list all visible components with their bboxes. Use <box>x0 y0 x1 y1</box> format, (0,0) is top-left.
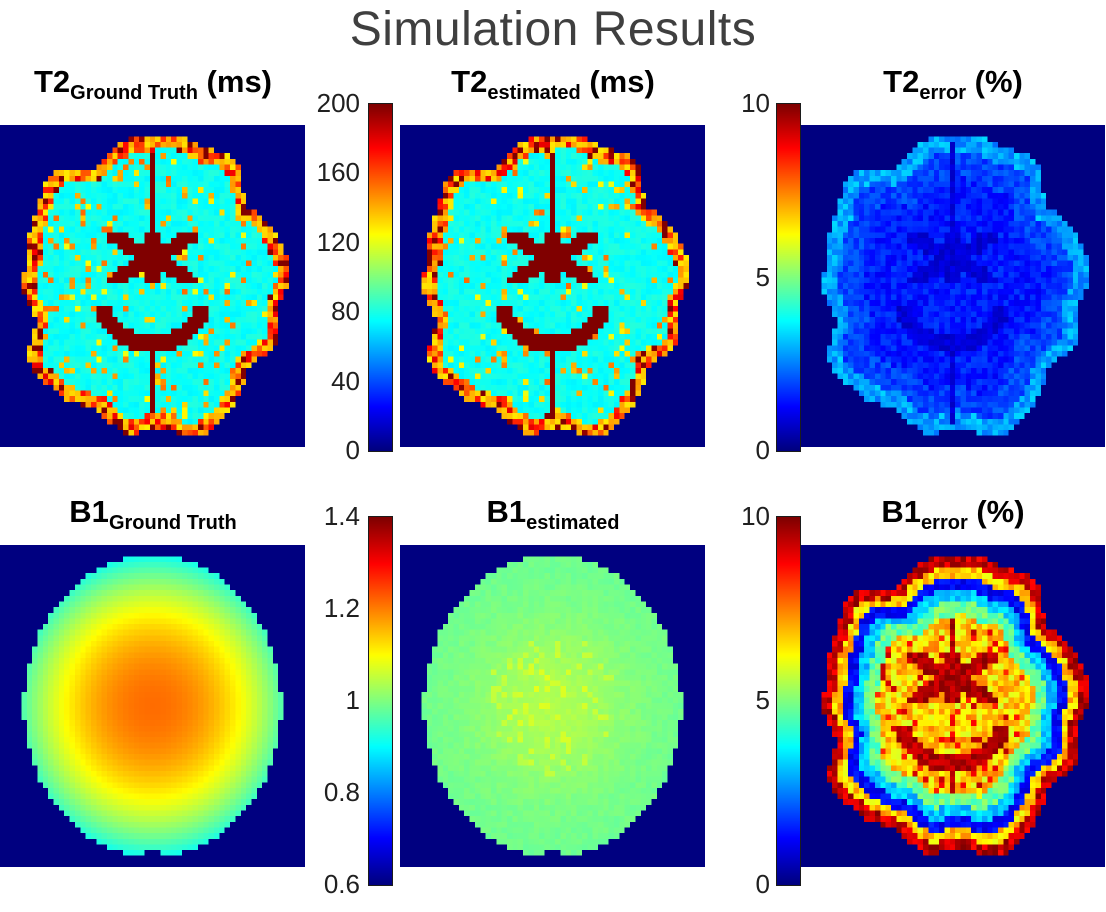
t2-est-sublabel: estimated <box>487 82 581 104</box>
b1-colorbar-tick-1p4: 1.4 <box>323 501 360 531</box>
b1-error-colorbar <box>776 516 801 886</box>
b1-gt-label: B1 <box>69 494 109 529</box>
t2-colorbar-tick-40: 40 <box>331 366 360 396</box>
b1-error-colorbar-tick-10: 10 <box>741 501 770 531</box>
b1-error-colorbar-tick-0: 0 <box>755 869 770 899</box>
b1-err-sublabel: error <box>921 512 968 534</box>
panel-title-t2-error: T2error (%) <box>800 60 1106 108</box>
b1-err-label: B1 <box>881 494 922 529</box>
t2-colorbar-tick-200: 200 <box>316 88 360 118</box>
t2-estimated-heatmap <box>400 125 705 447</box>
t2-colorbar-tick-0: 0 <box>345 435 360 465</box>
t2-colorbar-tick-120: 120 <box>316 227 360 257</box>
b1-est-label: B1 <box>486 494 527 529</box>
t2-error-heatmap <box>800 125 1105 447</box>
t2-colorbar-tick-160: 160 <box>316 157 360 187</box>
b1-estimated-heatmap <box>400 545 705 867</box>
t2-err-unit: (%) <box>966 64 1023 99</box>
t2-ground-truth-heatmap <box>0 125 305 447</box>
t2-err-label: T2 <box>883 64 920 99</box>
b1-colorbar-tick-0p8: 0.8 <box>323 777 360 807</box>
t2-error-colorbar-tick-5: 5 <box>755 262 770 292</box>
b1-ground-truth-heatmap <box>0 545 305 867</box>
t2-error-colorbar-tick-10: 10 <box>741 88 770 118</box>
t2-gt-sublabel: Ground Truth <box>70 82 198 104</box>
b1-error-colorbar-tick-5: 5 <box>755 685 770 715</box>
panel-title-b1-error: B1error (%) <box>800 490 1106 538</box>
panel-title-b1-estimated: B1estimated <box>400 490 706 538</box>
t2-gt-unit: (ms) <box>197 64 273 99</box>
panel-title-b1-ground-truth: B1Ground Truth <box>0 490 306 538</box>
t2-est-label: T2 <box>451 64 488 99</box>
figure-title: Simulation Results <box>349 3 757 56</box>
b1-err-unit: (%) <box>967 494 1025 529</box>
t2-err-sublabel: error <box>919 82 967 104</box>
t2-error-colorbar <box>776 103 801 452</box>
b1-gt-sublabel: Ground Truth <box>108 512 237 534</box>
t2-error-colorbar-tick-0: 0 <box>755 435 770 465</box>
b1-est-sublabel: estimated <box>526 512 620 534</box>
panel-title-t2-ground-truth: T2Ground Truth (ms) <box>0 60 306 108</box>
t2-colorbar <box>368 103 393 452</box>
t2-est-unit: (ms) <box>580 64 655 99</box>
b1-colorbar-tick-0p6: 0.6 <box>323 869 360 899</box>
b1-error-heatmap <box>800 545 1105 867</box>
b1-colorbar <box>368 516 393 886</box>
t2-colorbar-tick-80: 80 <box>331 296 360 326</box>
b1-colorbar-tick-1: 1 <box>345 685 360 715</box>
t2-gt-label: T2 <box>33 64 71 99</box>
panel-title-t2-estimated: T2estimated (ms) <box>400 60 706 108</box>
b1-colorbar-tick-1p2: 1.2 <box>323 593 360 623</box>
